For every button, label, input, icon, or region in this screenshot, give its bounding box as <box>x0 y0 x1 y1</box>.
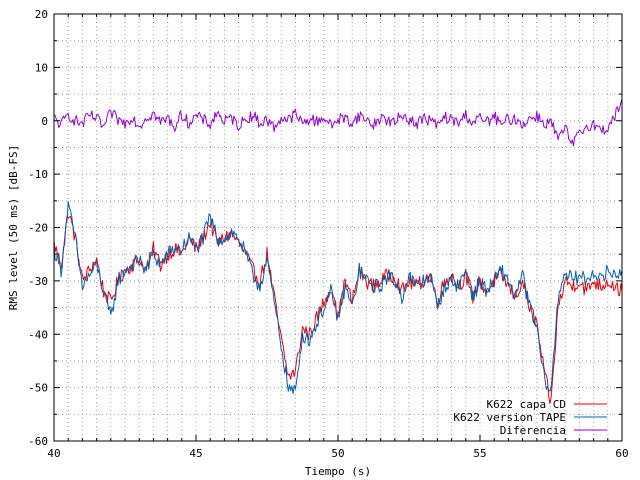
series-line-2 <box>53 200 623 395</box>
x-tick-label: 60 <box>615 447 628 460</box>
y-tick-label: 20 <box>35 8 48 21</box>
y-tick-label: 0 <box>41 115 48 128</box>
y-axis-label: RMS level (50 ms) [dB-FS] <box>7 145 20 311</box>
x-tick-label: 40 <box>47 447 60 460</box>
y-tick-label: -30 <box>28 275 48 288</box>
legend-label: Diferencia <box>500 424 566 437</box>
y-tick-label: 10 <box>35 61 48 74</box>
series-line-3 <box>53 99 623 147</box>
y-tick-label: -50 <box>28 382 48 395</box>
y-tick-label: -60 <box>28 435 48 448</box>
series-group <box>53 99 623 404</box>
x-tick-label: 45 <box>189 447 202 460</box>
y-tick-label: -10 <box>28 168 48 181</box>
axis-ticks: 40 45 50 55 60 -60 -50 -40 -30 -20 -10 0 10 20 <box>28 8 629 460</box>
y-tick-label: -20 <box>28 222 48 235</box>
grid <box>54 14 622 441</box>
x-tick-label: 50 <box>331 447 344 460</box>
legend-label: K622 capa CD <box>487 398 566 411</box>
x-axis-label: Tiempo (s) <box>305 465 371 478</box>
y-tick-label: -40 <box>28 328 48 341</box>
x-tick-label: 55 <box>473 447 486 460</box>
legend-label: K622 version TAPE <box>453 411 566 424</box>
